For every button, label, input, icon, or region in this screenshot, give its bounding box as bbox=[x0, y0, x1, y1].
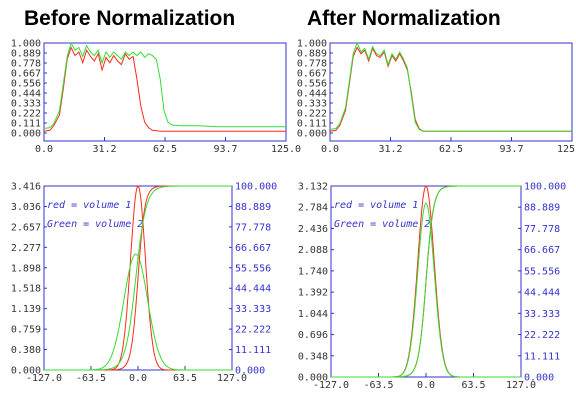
x-tick-label: 125.0 bbox=[557, 144, 576, 155]
y-tick-label: 0.778 bbox=[11, 59, 41, 70]
y2-tick-label: 11.111 bbox=[235, 345, 271, 356]
y-tick-label: 1.392 bbox=[298, 288, 328, 299]
y-tick-label: 0.696 bbox=[298, 330, 328, 341]
y-tick-label: 2.784 bbox=[298, 203, 328, 214]
x-tick-label: 127.0 bbox=[506, 380, 536, 391]
x-tick-label: -63.5 bbox=[363, 380, 393, 391]
x-tick-label: 0.0 bbox=[35, 144, 53, 155]
x-tick-label: 0.0 bbox=[129, 373, 147, 384]
y2-tick-label: 33.333 bbox=[524, 309, 560, 320]
y-tick-label: 0.000 bbox=[11, 129, 41, 140]
y2-tick-label: 11.111 bbox=[524, 351, 560, 362]
series-line-1-1 bbox=[329, 41, 572, 132]
y-tick-label: 0.000 bbox=[298, 373, 328, 384]
series-line-0-1 bbox=[43, 41, 286, 129]
x-tick-label: 63.5 bbox=[173, 373, 197, 384]
y-tick-label: 0.444 bbox=[11, 89, 41, 100]
y-tick-label: 0.759 bbox=[11, 325, 41, 336]
y-tick-label: 1.000 bbox=[297, 39, 327, 50]
series-line-2-3 bbox=[44, 185, 232, 371]
y-tick-label: 0.222 bbox=[297, 109, 327, 120]
y2-tick-label: 22.222 bbox=[235, 325, 271, 336]
series-line-3-3 bbox=[331, 185, 521, 378]
x-tick-label: 62.5 bbox=[439, 144, 463, 155]
y-tick-label: 3.132 bbox=[298, 182, 328, 193]
y-tick-label: 1.139 bbox=[11, 304, 41, 315]
x-tick-label: 31.2 bbox=[378, 144, 402, 155]
y2-tick-label: 100.000 bbox=[235, 182, 277, 193]
y2-tick-label: 55.556 bbox=[235, 263, 271, 274]
x-tick-label: 0.0 bbox=[417, 380, 435, 391]
x-tick-label: 93.7 bbox=[499, 144, 523, 155]
title-after: After Normalization bbox=[307, 7, 501, 30]
y-tick-label: 0.556 bbox=[11, 79, 41, 90]
y-tick-label: 2.436 bbox=[298, 224, 328, 235]
plot-frame-1 bbox=[329, 42, 573, 142]
y-tick-label: 2.088 bbox=[298, 245, 328, 256]
y-tick-label: 3.036 bbox=[11, 202, 41, 213]
y-tick-label: 0.667 bbox=[297, 69, 327, 80]
y-tick-label: 0.889 bbox=[11, 49, 41, 60]
y-tick-label: 1.044 bbox=[298, 309, 328, 320]
series-line-0-0 bbox=[43, 46, 286, 132]
legend-annotation: Green = volume 2 bbox=[334, 219, 430, 230]
y2-tick-label: 44.444 bbox=[524, 288, 560, 299]
y2-tick-label: 88.889 bbox=[235, 202, 271, 213]
y-tick-label: 0.333 bbox=[297, 99, 327, 110]
y-tick-label: 0.333 bbox=[11, 99, 41, 110]
y2-tick-label: 66.667 bbox=[235, 243, 271, 254]
x-tick-label: 0.0 bbox=[321, 144, 339, 155]
y-tick-label: 0.380 bbox=[11, 345, 41, 356]
x-tick-label: 62.5 bbox=[153, 144, 177, 155]
y-tick-label: 1.740 bbox=[298, 266, 328, 277]
x-tick-label: -63.5 bbox=[76, 373, 106, 384]
y-tick-label: 2.277 bbox=[11, 243, 41, 254]
y-tick-label: 0.889 bbox=[297, 49, 327, 60]
y2-tick-label: 44.444 bbox=[235, 284, 271, 295]
x-tick-label: 125.0 bbox=[271, 144, 301, 155]
x-tick-label: 63.5 bbox=[461, 380, 485, 391]
y2-tick-label: 22.222 bbox=[524, 330, 560, 341]
x-tick-label: 93.7 bbox=[213, 144, 237, 155]
y-tick-label: 3.416 bbox=[11, 182, 41, 193]
y-tick-label: 0.667 bbox=[11, 69, 41, 80]
x-tick-label: 31.2 bbox=[92, 144, 116, 155]
y-tick-label: 0.111 bbox=[11, 119, 41, 130]
y2-tick-label: 77.778 bbox=[524, 224, 560, 235]
series-line-1-0 bbox=[329, 46, 572, 132]
y2-tick-label: 55.556 bbox=[524, 266, 560, 277]
y2-tick-label: 33.333 bbox=[235, 304, 271, 315]
y-tick-label: 0.556 bbox=[297, 79, 327, 90]
legend-annotation: red = volume 1 bbox=[334, 200, 418, 211]
y2-tick-label: 100.000 bbox=[524, 182, 566, 193]
y2-tick-label: 66.667 bbox=[524, 245, 560, 256]
y-tick-label: 0.778 bbox=[297, 59, 327, 70]
legend-annotation: Green = volume 2 bbox=[47, 219, 143, 230]
y-tick-label: 0.348 bbox=[298, 351, 328, 362]
y-tick-label: 0.222 bbox=[11, 109, 41, 120]
x-tick-label: -127.0 bbox=[313, 380, 349, 391]
y2-tick-label: 0.000 bbox=[235, 366, 265, 377]
x-tick-label: 127.0 bbox=[217, 373, 247, 384]
series-line-2-2 bbox=[44, 185, 232, 371]
y2-tick-label: 88.889 bbox=[524, 203, 560, 214]
y2-tick-label: 77.778 bbox=[235, 222, 271, 233]
y-tick-label: 1.000 bbox=[11, 39, 41, 50]
y-tick-label: 1.518 bbox=[11, 284, 41, 295]
y-tick-label: 0.000 bbox=[297, 129, 327, 140]
legend-annotation: red = volume 1 bbox=[47, 200, 131, 211]
y-tick-label: 0.000 bbox=[11, 366, 41, 377]
title-before: Before Normalization bbox=[24, 7, 236, 30]
y-tick-label: 0.444 bbox=[297, 89, 327, 100]
y2-tick-label: 0.000 bbox=[524, 373, 554, 384]
y-tick-label: 1.898 bbox=[11, 263, 41, 274]
y-tick-label: 0.111 bbox=[297, 119, 327, 130]
y-tick-label: 2.657 bbox=[11, 222, 41, 233]
x-tick-label: -127.0 bbox=[26, 373, 62, 384]
